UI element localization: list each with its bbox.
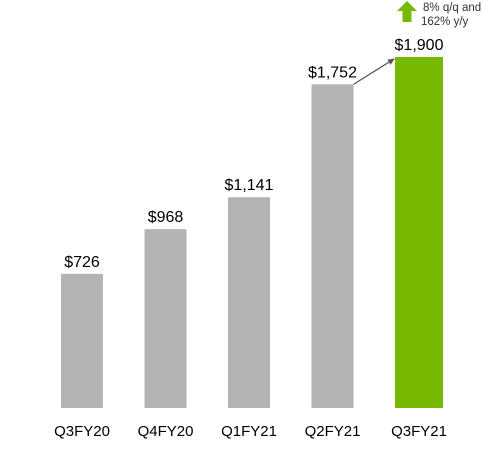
category-label-q3fy21: Q3FY21 xyxy=(391,423,447,440)
category-label-q2fy21: Q2FY21 xyxy=(305,423,361,440)
value-labels-layer: $726 $968 $1,141 $1,752 $1,900 xyxy=(64,37,443,271)
category-label-q4fy20: Q4FY20 xyxy=(138,423,194,440)
value-label-q2fy21: $1,752 xyxy=(308,64,357,81)
bar-q4fy20 xyxy=(144,229,187,408)
value-label-q3fy21: $1,900 xyxy=(395,37,444,54)
category-label-q1fy21: Q1FY21 xyxy=(221,423,277,440)
bar-q1fy21 xyxy=(228,197,270,408)
bar-q2fy21 xyxy=(311,84,354,408)
value-label-q4fy20: $968 xyxy=(148,209,184,226)
up-arrow-icon xyxy=(397,1,417,22)
bar-q3fy21 xyxy=(395,57,443,408)
growth-annotation-line2: 162% y/y xyxy=(421,16,469,28)
growth-annotation: 8% q/q and 162% y/y xyxy=(353,1,481,85)
bar-q3fy20 xyxy=(61,273,103,408)
growth-annotation-line1: 8% q/q and xyxy=(423,2,481,14)
category-labels-layer: Q3FY20 Q4FY20 Q1FY21 Q2FY21 Q3FY21 xyxy=(54,423,447,440)
growth-connector-line xyxy=(353,58,395,85)
category-label-q3fy20: Q3FY20 xyxy=(54,423,110,440)
value-label-q1fy21: $1,141 xyxy=(225,177,274,194)
bars-layer xyxy=(61,57,443,408)
value-label-q3fy20: $726 xyxy=(64,254,100,271)
